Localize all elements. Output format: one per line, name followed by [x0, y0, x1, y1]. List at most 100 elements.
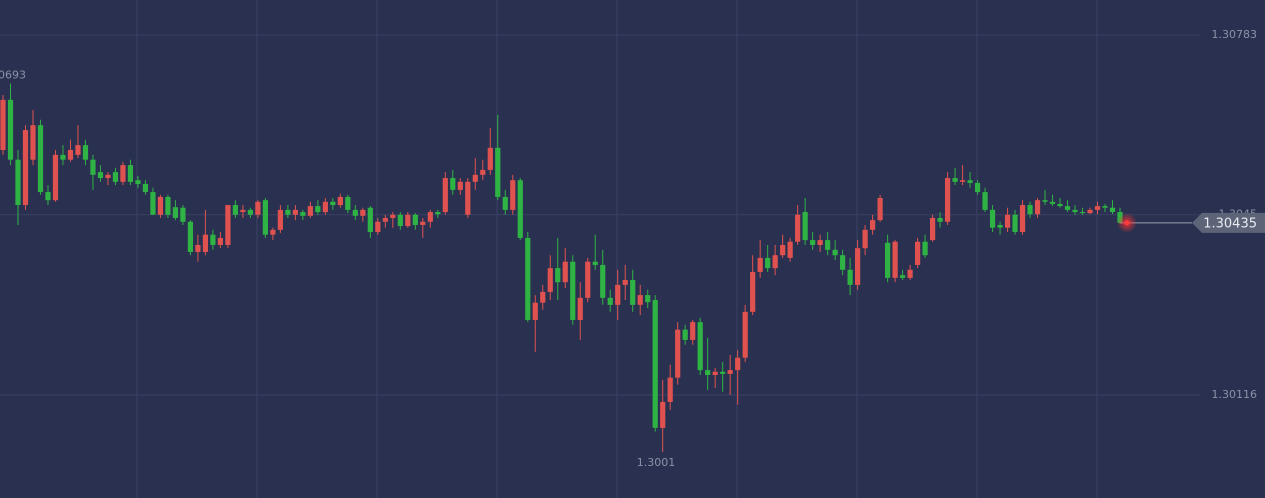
candle-body	[637, 295, 643, 305]
candle-body	[427, 212, 433, 222]
candle-body	[285, 209, 291, 215]
candle-body	[1049, 201, 1056, 204]
candle-body	[270, 229, 276, 235]
candle-body	[929, 217, 936, 241]
candle-body	[1079, 212, 1086, 214]
candle-body	[772, 255, 778, 269]
candle-body	[885, 242, 891, 278]
candle-body	[690, 322, 696, 340]
candle-body	[517, 180, 523, 238]
candle-body	[120, 165, 126, 182]
candle-body	[465, 181, 471, 215]
candle-body	[195, 244, 201, 252]
candle-body	[307, 206, 313, 216]
high-label: 1.30693	[0, 69, 26, 82]
candle-body	[907, 269, 913, 278]
candle-body	[652, 299, 658, 428]
candle-body	[420, 221, 426, 225]
candle-body	[382, 217, 388, 222]
candle-body	[390, 214, 396, 218]
candle-body	[1072, 209, 1078, 213]
candle-body	[510, 180, 516, 210]
candle-body	[1102, 206, 1108, 208]
candle-body	[0, 99, 6, 150]
candle-body	[847, 269, 853, 285]
candle-body	[75, 145, 81, 155]
candle-body	[405, 214, 411, 227]
y-tick-label: 1.30116	[1212, 388, 1258, 401]
candle-body	[232, 205, 238, 215]
candle-body	[495, 147, 501, 197]
candle-body	[90, 159, 96, 175]
candle-body	[817, 240, 823, 245]
candle-body	[7, 99, 14, 160]
candle-body	[712, 371, 718, 375]
candle-body	[914, 241, 921, 265]
candle-body	[667, 377, 673, 402]
candle-body	[67, 149, 74, 160]
candle-body	[1012, 214, 1018, 233]
candle-body	[682, 329, 688, 340]
candle-body	[795, 214, 801, 242]
candle-body	[615, 284, 621, 305]
candle-body	[487, 147, 493, 170]
candle-body	[217, 237, 224, 245]
candle-body	[967, 180, 973, 183]
candle-body	[802, 212, 808, 241]
candle-body	[1057, 203, 1063, 207]
candle-body	[345, 196, 351, 210]
price-tag	[1192, 212, 1265, 233]
candle-body	[112, 172, 119, 182]
candle-body	[1087, 209, 1093, 214]
candle-body	[1034, 200, 1041, 215]
candle-body	[457, 181, 463, 190]
candle-body	[989, 209, 996, 228]
candle-body	[982, 192, 988, 210]
candle-body	[577, 297, 583, 320]
candle-body	[877, 198, 883, 221]
candle-body	[622, 280, 628, 285]
candle-body	[255, 201, 261, 215]
candle-body	[277, 209, 283, 230]
price-tag-label: 1.30435	[1203, 216, 1257, 231]
candle-body	[210, 234, 216, 245]
candle-body	[300, 212, 306, 216]
candle-body	[480, 169, 486, 175]
candle-body	[697, 322, 703, 371]
candle-body	[225, 205, 231, 245]
candle-body	[202, 234, 209, 252]
candle-body	[375, 221, 381, 233]
candle-body	[97, 172, 104, 179]
candle-body	[585, 261, 591, 298]
candle-body	[562, 261, 568, 283]
candle-body	[892, 241, 898, 278]
candle-body	[944, 178, 951, 222]
candle-body	[974, 182, 981, 193]
candle-body	[412, 214, 418, 225]
candle-body	[82, 145, 89, 160]
candle-body	[922, 241, 928, 256]
candle-body	[1094, 206, 1101, 210]
candle-body	[1027, 205, 1033, 215]
candle-body	[15, 159, 21, 206]
candle-body	[540, 291, 546, 303]
candle-body	[997, 224, 1003, 228]
candle-body	[262, 200, 268, 235]
candle-body	[105, 174, 111, 179]
candle-body	[367, 207, 373, 233]
candle-body	[247, 209, 253, 215]
candle-body	[607, 297, 613, 305]
candle-body	[862, 229, 868, 249]
y-tick-label: 1.30783	[1212, 28, 1258, 41]
candle-body	[442, 178, 448, 213]
candle-body	[660, 401, 666, 428]
candle-body	[165, 196, 171, 215]
candle-body	[352, 209, 358, 216]
candle-body	[750, 271, 756, 312]
candle-body	[360, 209, 366, 216]
candle-body	[547, 268, 553, 292]
candle-body	[705, 370, 711, 375]
candle-body	[870, 220, 876, 230]
last-price-dot	[1124, 220, 1130, 226]
